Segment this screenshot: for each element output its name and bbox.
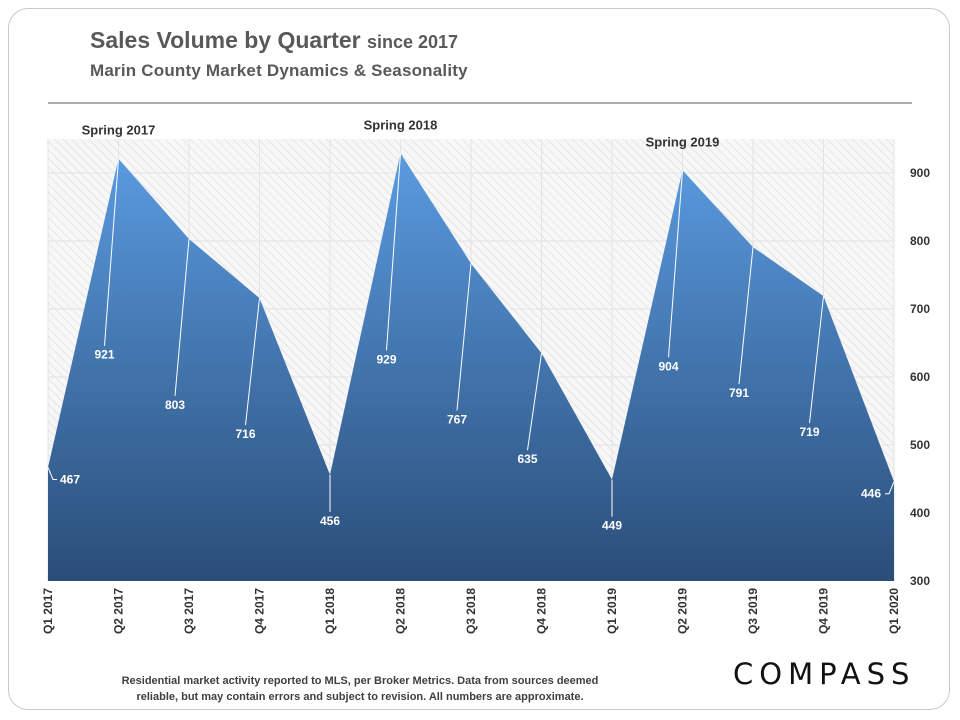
x-tick-label: Q3 2017 [182,588,196,634]
y-tick-label: 400 [910,506,930,520]
y-tick-label: 800 [910,234,930,248]
chart-title: Sales Volume by Quarter since 2017 [90,27,458,54]
x-tick-label: Q3 2018 [464,588,478,634]
data-label: 803 [165,398,185,412]
leader-line [174,238,190,397]
y-tick-label: 900 [910,166,930,180]
leader-line [245,298,260,426]
data-label: 449 [602,519,622,533]
x-tick-label: Q4 2017 [253,588,267,634]
data-label: 929 [376,352,396,366]
data-label: 791 [729,386,749,400]
leader-line [885,481,895,495]
leader-line [809,296,824,424]
leader-line [47,467,57,480]
y-tick-label: 300 [910,574,930,588]
leader-line [668,170,683,358]
data-label: 467 [60,472,80,486]
x-tick-label: Q1 2019 [605,588,619,634]
leader-line [386,153,401,351]
data-label: 719 [799,425,819,439]
y-tick-label: 700 [910,302,930,316]
footnote: Residential market activity reported to … [96,673,624,705]
title-main: Sales Volume by Quarter [90,27,361,53]
x-tick-label: Q2 2017 [112,588,126,634]
x-tick-label: Q4 2018 [535,588,549,634]
footnote-line-1: Residential market activity reported to … [121,675,599,687]
leader-line [104,158,119,346]
y-tick-label: 500 [910,438,930,452]
leader-line [738,247,754,385]
footnote-line-2: reliable, but may contain errors and sub… [136,691,584,703]
season-annotation: Spring 2019 [646,134,720,149]
x-tick-label: Q2 2019 [676,588,690,634]
data-label: 904 [658,359,678,373]
x-tick-label: Q4 2019 [817,588,831,634]
x-tick-label: Q1 2017 [41,588,55,634]
data-label: 446 [861,487,881,501]
slide-frame [8,8,950,710]
season-annotation: Spring 2018 [364,117,438,132]
season-annotation: Spring 2017 [82,123,156,138]
x-tick-label: Q2 2018 [394,588,408,634]
x-tick-label: Q3 2019 [746,588,760,634]
data-label: 456 [320,514,340,528]
sales-volume-area [48,153,894,581]
chart-subtitle: Marin County Market Dynamics & Seasonali… [90,61,468,80]
y-tick-label: 600 [910,370,930,384]
title-suffix: since 2017 [366,32,459,52]
data-label: 635 [517,452,537,466]
data-label: 767 [447,412,467,426]
leader-line [456,263,472,411]
data-label: 921 [94,348,114,362]
leader-line [527,353,542,451]
x-tick-label: Q1 2018 [323,588,337,634]
compass-logo: COMPASS [733,657,916,691]
x-tick-label: Q1 2020 [887,588,901,634]
data-label: 716 [235,427,255,441]
